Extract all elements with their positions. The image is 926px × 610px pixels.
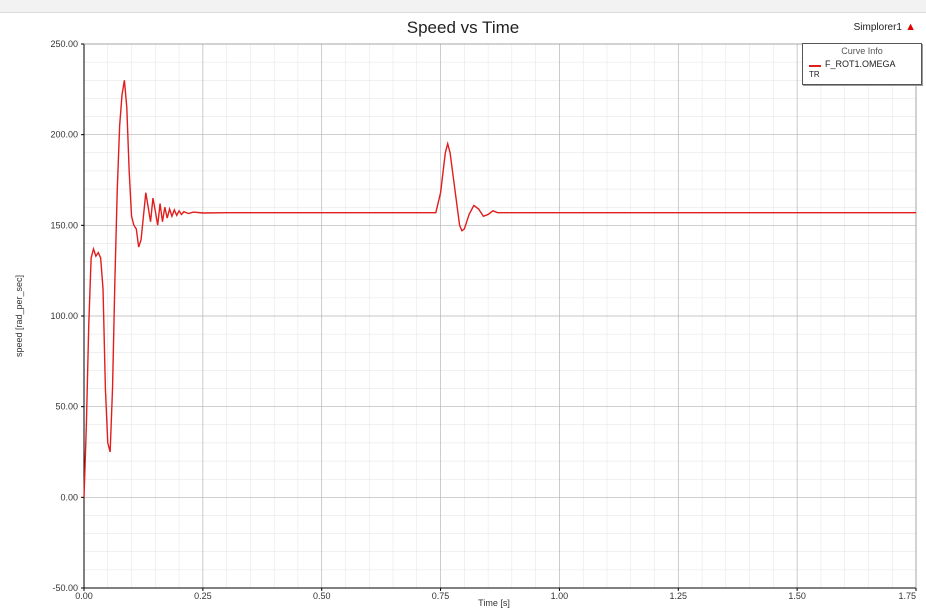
design-name-label: Simplorer1 — [853, 22, 902, 33]
y-tick-labels: 250.00 200.00 150.00 100.00 50.00 0.00 -50.00 — [50, 39, 84, 593]
y-tick-label: 50.00 — [55, 402, 78, 412]
curve-info-legend[interactable]: Curve Info F_ROT1.OMEGA TR — [802, 43, 922, 85]
y-axis-label: speed [rad_per_sec] — [14, 275, 24, 357]
y-tick-label: 200.00 — [50, 130, 78, 140]
y-tick-label: 150.00 — [50, 220, 78, 230]
legend-series-name: F_ROT1.OMEGA — [825, 59, 896, 69]
chart-title: Speed vs Time — [406, 18, 520, 37]
legend-header: Curve Info — [841, 46, 883, 56]
series-line-f-rot1-omega[interactable] — [83, 80, 916, 498]
x-tick-labels: 0.00 0.25 0.50 0.75 1.00 1.25 1.50 1.75 — [75, 588, 917, 601]
x-tick-label: 1.00 — [551, 591, 569, 601]
x-axis-label: Time [s] — [478, 598, 510, 608]
x-tick-label: 0.25 — [194, 591, 212, 601]
design-marker-icon[interactable]: ▲ — [905, 21, 916, 33]
legend-tag: TR — [809, 70, 820, 79]
x-tick-label: 0.00 — [75, 591, 93, 601]
x-tick-label: 1.25 — [670, 591, 688, 601]
y-tick-label: -50.00 — [52, 583, 78, 593]
y-tick-label: 100.00 — [50, 311, 78, 321]
window-top-strip — [0, 0, 926, 13]
x-tick-label: 0.50 — [313, 591, 331, 601]
legend-swatch — [809, 65, 821, 67]
y-tick-label: 0.00 — [60, 492, 78, 502]
x-tick-label: 0.75 — [432, 591, 450, 601]
x-tick-label: 1.75 — [898, 591, 916, 601]
x-tick-label: 1.50 — [788, 591, 806, 601]
y-tick-label: 250.00 — [50, 39, 78, 49]
